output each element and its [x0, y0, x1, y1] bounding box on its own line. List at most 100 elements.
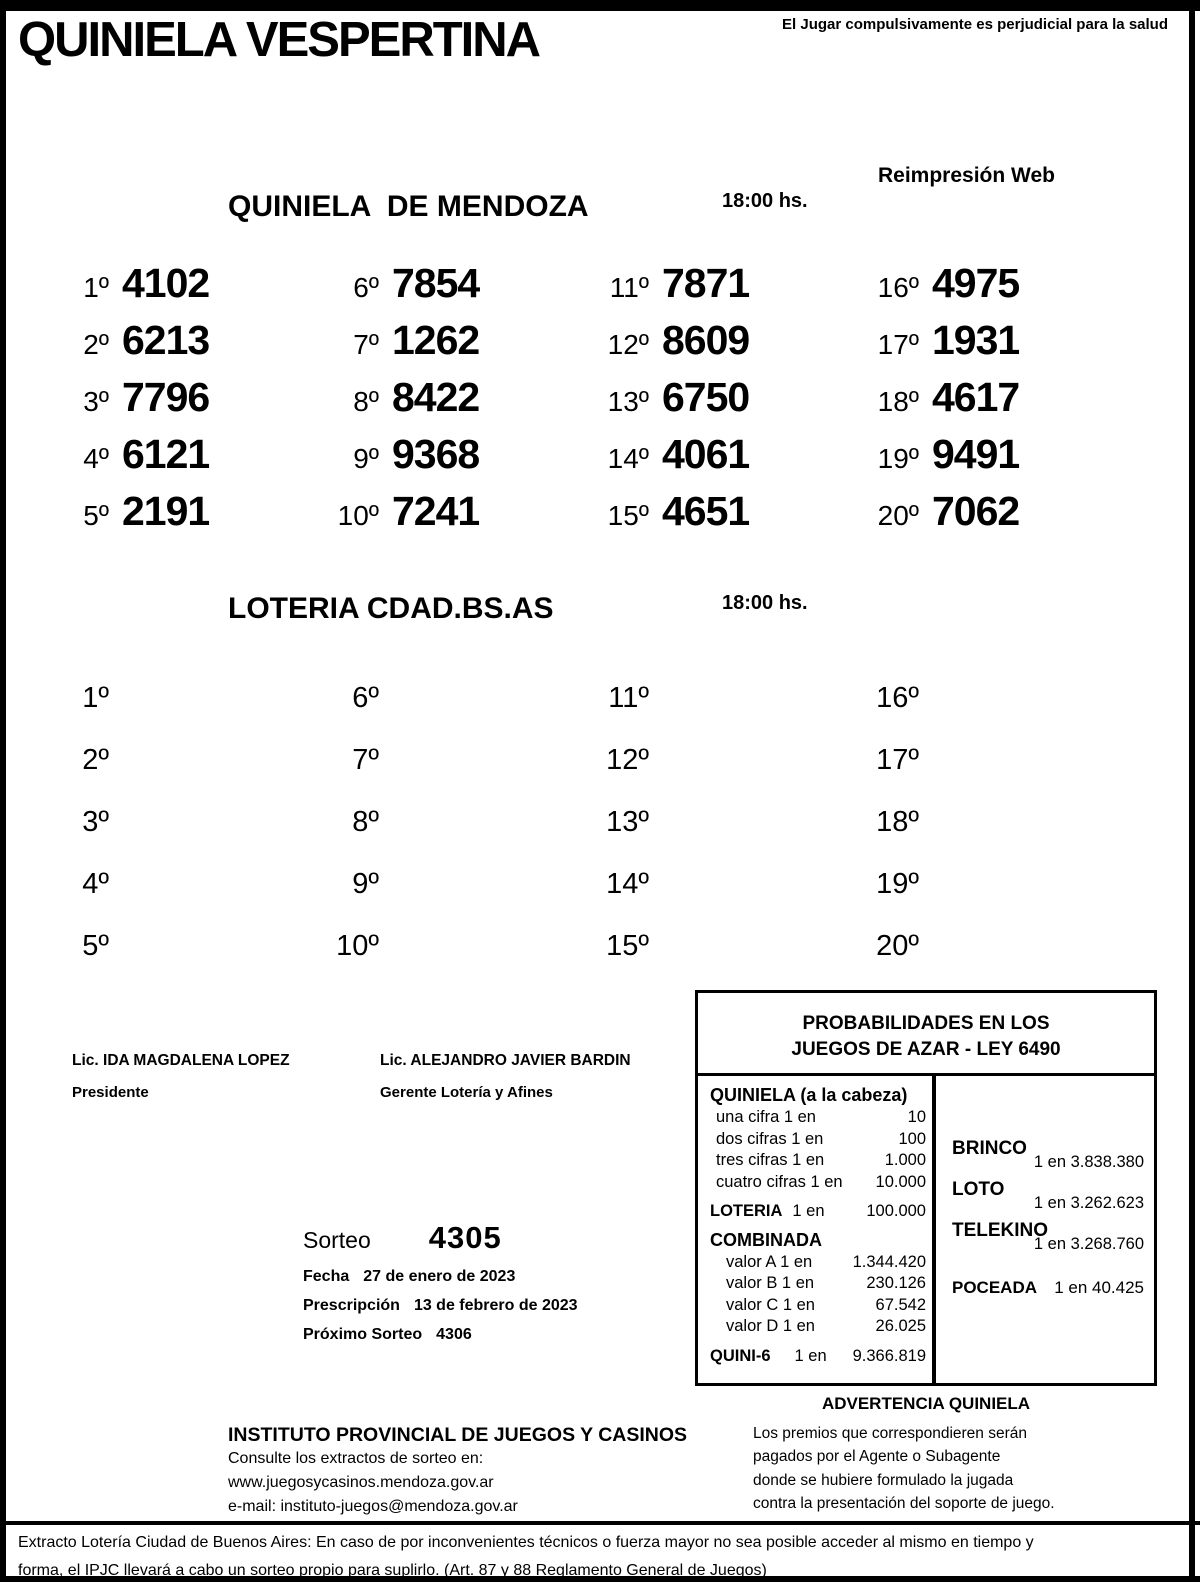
institute-email-link[interactable]: e-mail: instituto-juegos@mendoza.gov.ar: [228, 1498, 518, 1515]
position-label: 9º: [353, 443, 379, 474]
bsas-draw-time: 18:00 hs.: [722, 592, 808, 614]
winning-number: 6750: [662, 374, 750, 420]
winning-number: 6121: [122, 431, 210, 477]
position-label: 16º: [876, 682, 919, 714]
prob-row: tres cifras 1 en 1.000: [710, 1150, 926, 1172]
result-cell: 2º 6213: [45, 317, 315, 374]
prob-value: 230.126: [866, 1274, 926, 1292]
prob-row: valor A 1 en 1.344.420: [710, 1252, 926, 1274]
position-label: 6º: [353, 272, 379, 303]
winning-number: 7796: [122, 374, 210, 420]
game-name: BRINCO: [952, 1138, 1027, 1159]
position-label: 18º: [876, 806, 919, 838]
quini6-prob-row: QUINI-6 1 en 9.366.819: [710, 1346, 926, 1368]
loteria-prob-row: LOTERIA 1 en 100.000: [710, 1201, 926, 1223]
prescripcion-value: 13 de febrero de 2023: [413, 1297, 578, 1314]
result-cell: 18º 4617: [855, 374, 1125, 431]
position-label: 19º: [876, 868, 919, 900]
winning-number: 4651: [662, 488, 750, 534]
result-cell: 13º 6750: [585, 374, 855, 431]
probabilities-left-column: QUINIELA (a la cabeza) una cifra 1 en 10…: [698, 1076, 936, 1383]
winning-number: 7241: [392, 488, 480, 534]
sorteo-label: Sorteo: [303, 1227, 371, 1253]
result-cell: 10º 7241: [315, 488, 585, 545]
page-border-right: [1189, 0, 1195, 1582]
prob-value: 100: [898, 1129, 926, 1148]
prob-row: valor D 1 en 26.025: [710, 1316, 926, 1338]
result-cell: 7º: [315, 744, 585, 806]
quiniela-warning-block: ADVERTENCIA QUINIELA Los premios que cor…: [695, 1394, 1157, 1515]
winning-number: 4102: [122, 260, 210, 306]
winning-number: 4061: [662, 431, 750, 477]
result-cell: 10º: [315, 930, 585, 992]
result-cell: 3º: [45, 806, 315, 868]
loteria-odds-value: 100.000: [866, 1202, 926, 1220]
prob-row: valor B 1 en 230.126: [710, 1273, 926, 1295]
game-odds-value: 1 en 3.262.623: [1033, 1194, 1144, 1212]
position-label: 2º: [83, 329, 109, 360]
prob-label: una cifra 1 en: [716, 1108, 816, 1126]
position-label: 15º: [607, 500, 649, 531]
proximo-value: 4306: [436, 1326, 472, 1343]
result-cell: 11º: [585, 682, 855, 744]
probabilities-right-column: BRINCO 1 en 3.838.380 LOTO 1 en 3.262.62…: [936, 1076, 1154, 1383]
position-label: 11º: [609, 272, 649, 303]
position-label: 8º: [352, 806, 379, 838]
page-border-top: [0, 0, 1200, 11]
position-label: 8º: [353, 386, 379, 417]
result-cell: 6º 7854: [315, 260, 585, 317]
position-label: 5º: [82, 930, 109, 962]
position-label: 5º: [83, 500, 109, 531]
position-label: 6º: [352, 682, 379, 714]
position-label: 1º: [83, 272, 109, 303]
other-games-odds: BRINCO 1 en 3.838.380 LOTO 1 en 3.262.62…: [952, 1138, 1144, 1254]
position-label: 10º: [337, 500, 379, 531]
result-cell: 20º: [855, 930, 1125, 992]
web-reprint-label: Reimpresión Web: [878, 164, 1055, 187]
mendoza-section-title: QUINIELA DE MENDOZA: [228, 190, 589, 223]
result-cell: 17º 1931: [855, 317, 1125, 374]
position-label: 14º: [606, 868, 649, 900]
prob-label: valor B 1 en: [726, 1274, 815, 1292]
winning-number: 8609: [662, 317, 750, 363]
result-cell: 12º: [585, 744, 855, 806]
prob-value: 10.000: [875, 1172, 926, 1191]
quiniela-prob-rows: una cifra 1 en 10 dos cifras 1 en 100 tr…: [710, 1107, 926, 1193]
position-label: 12º: [607, 329, 649, 360]
prob-value: 1.344.420: [852, 1252, 926, 1271]
footer-divider-line: [0, 1521, 1200, 1525]
position-label: 3º: [82, 806, 109, 838]
warning-text: Los premios que correspondieren serán pa…: [753, 1425, 1055, 1512]
position-label: 4º: [82, 868, 109, 900]
signatory-role: Gerente Lotería y Afines: [380, 1084, 553, 1101]
institute-block: INSTITUTO PROVINCIAL DE JUEGOS Y CASINOS…: [228, 1424, 708, 1519]
result-cell: 4º: [45, 868, 315, 930]
winning-number: 8422: [392, 374, 480, 420]
result-cell: 9º 9368: [315, 431, 585, 488]
position-label: 19º: [877, 443, 919, 474]
position-label: 18º: [877, 386, 919, 417]
draw-date-row: Fecha 27 de enero de 2023: [303, 1268, 703, 1286]
poceada-odds-value: 1 en 40.425: [1054, 1278, 1144, 1297]
signatory-role: Presidente: [72, 1084, 149, 1101]
result-cell: 9º: [315, 868, 585, 930]
prob-row: valor C 1 en 67.542: [710, 1295, 926, 1317]
next-draw-row: Próximo Sorteo 4306: [303, 1326, 703, 1344]
prob-label: cuatro cifras 1 en: [716, 1172, 843, 1191]
result-cell: 11º 7871: [585, 260, 855, 317]
institute-website-link[interactable]: www.juegosycasinos.mendoza.gov.ar: [228, 1474, 494, 1491]
loteria-odds-prefix: 1 en: [792, 1202, 825, 1220]
position-label: 13º: [607, 386, 649, 417]
position-label: 20º: [877, 500, 919, 531]
game-odds-block: LOTO 1 en 3.262.623: [952, 1179, 1144, 1213]
result-cell: 1º 4102: [45, 260, 315, 317]
prob-row: dos cifras 1 en 100: [710, 1129, 926, 1151]
probabilities-box: PROBABILIDADES EN LOS JUEGOS DE AZAR - L…: [695, 990, 1157, 1386]
winning-number: 4975: [932, 260, 1020, 306]
quini6-name: QUINI-6: [710, 1346, 771, 1365]
winning-number: 7062: [932, 488, 1020, 534]
result-cell: 14º: [585, 868, 855, 930]
winning-number: 7854: [392, 260, 480, 306]
position-label: 12º: [606, 744, 649, 776]
